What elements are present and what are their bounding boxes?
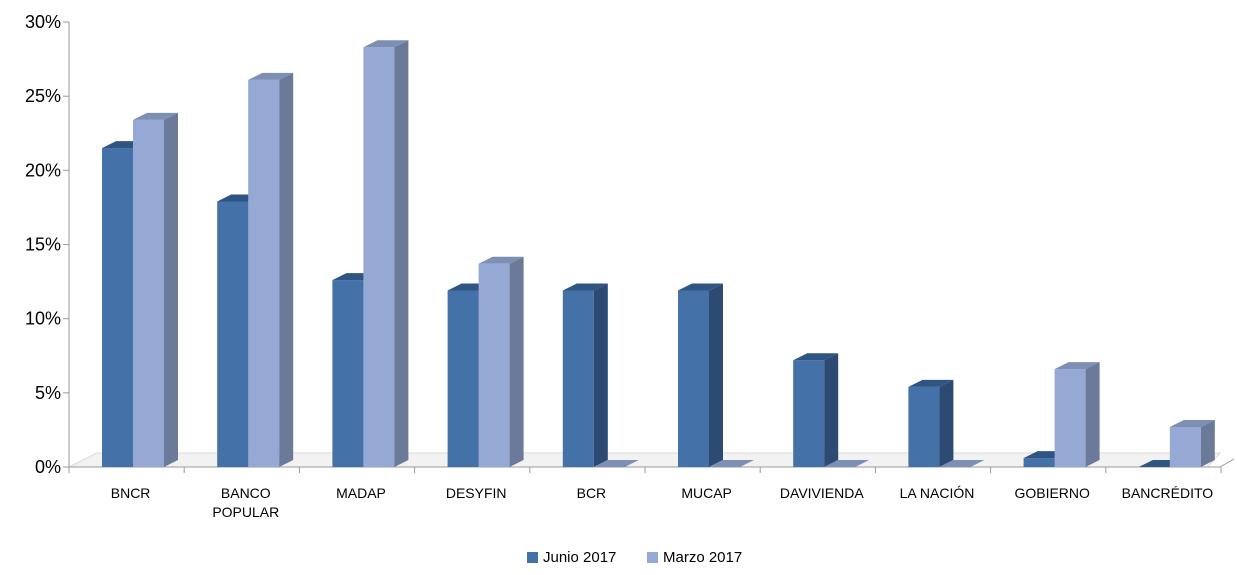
bar-marzo-1-top bbox=[248, 72, 294, 80]
bar-junio-5-front bbox=[678, 290, 709, 467]
bar-marzo-6-top bbox=[824, 460, 870, 467]
bar-marzo-0-top bbox=[133, 112, 178, 120]
bar-junio-6 bbox=[793, 353, 839, 467]
bar-marzo-2 bbox=[363, 40, 409, 467]
bar-marzo-2-front bbox=[363, 47, 395, 467]
x-category-label: BCR bbox=[577, 485, 607, 501]
bar-marzo-8-side bbox=[1085, 362, 1100, 467]
bar-marzo-7 bbox=[939, 460, 985, 467]
bar-junio-5-top bbox=[678, 283, 723, 291]
bar-junio-7-front bbox=[908, 386, 940, 467]
bar-junio-4-front bbox=[562, 290, 594, 467]
bar-marzo-9 bbox=[1169, 419, 1215, 467]
x-category-label: MUCAP bbox=[681, 485, 732, 501]
y-tick-label: 30% bbox=[25, 12, 61, 32]
bar-junio-6-top bbox=[793, 353, 839, 361]
legend-swatch bbox=[647, 552, 658, 563]
x-category-label: MADAP bbox=[336, 485, 386, 501]
bar-marzo-2-side bbox=[394, 40, 409, 467]
bar-marzo-9-top bbox=[1169, 419, 1215, 427]
bar-junio-1-front bbox=[217, 201, 249, 467]
bar-marzo-3-side bbox=[509, 256, 524, 467]
y-tick-label: 20% bbox=[25, 160, 61, 180]
bar-junio-7 bbox=[908, 379, 954, 467]
bar-marzo-7-top bbox=[939, 460, 985, 467]
y-tick-label: 25% bbox=[25, 86, 61, 106]
bar-marzo-0-front bbox=[133, 119, 164, 468]
bar-marzo-9-front bbox=[1169, 426, 1201, 467]
y-tick-label: 15% bbox=[25, 235, 61, 255]
bar-marzo-3-top bbox=[478, 256, 524, 264]
bar-marzo-1-side bbox=[279, 72, 294, 467]
bar-marzo-3 bbox=[478, 256, 524, 467]
bar-junio-5 bbox=[678, 283, 723, 467]
legend: Junio 2017 Marzo 2017 bbox=[527, 549, 742, 566]
y-tick-label: 10% bbox=[25, 309, 61, 329]
x-category-label: BNCR bbox=[111, 485, 151, 501]
y-tick-label: 0% bbox=[35, 457, 61, 477]
x-category-label: DAVIVIENDA bbox=[780, 485, 864, 501]
bar-junio-8-front bbox=[1023, 458, 1055, 467]
bar-marzo-0 bbox=[133, 112, 178, 468]
bar-marzo-1 bbox=[248, 72, 294, 467]
bar-marzo-5 bbox=[709, 460, 754, 467]
bar-junio-7-top bbox=[908, 379, 954, 387]
bar-marzo-8-front bbox=[1054, 369, 1086, 467]
bar-junio-5-side bbox=[709, 283, 723, 467]
bar-marzo-9-side bbox=[1200, 419, 1215, 467]
bar-junio-4-side bbox=[593, 283, 608, 467]
bar-junio-3-front bbox=[447, 290, 479, 467]
bar-marzo-0-side bbox=[164, 112, 178, 468]
bar-marzo-8 bbox=[1054, 362, 1100, 467]
x-category-label: BANCRÉDITO bbox=[1122, 485, 1214, 501]
bar-marzo-5-top bbox=[709, 460, 754, 467]
bar-junio-7-side bbox=[939, 379, 954, 467]
bar-junio-0-front bbox=[102, 148, 133, 468]
bar-marzo-4 bbox=[593, 460, 639, 467]
bar-marzo-3-front bbox=[478, 263, 510, 467]
bar-marzo-6 bbox=[824, 460, 870, 467]
labels: 0% 5% 10% 15% 20% 25% 30% BNCR BANCO POPULAR MADAP… bbox=[25, 12, 1213, 520]
bar-marzo-4-top bbox=[593, 460, 639, 467]
y-tick-label: 5% bbox=[35, 383, 61, 403]
bar-junio-4 bbox=[562, 283, 608, 467]
bar-junio-6-front bbox=[793, 360, 825, 467]
x-category-label: GOBIERNO bbox=[1014, 485, 1090, 501]
legend-swatch bbox=[527, 552, 538, 563]
x-category-label: LA NACIÓN bbox=[900, 485, 975, 501]
bar-marzo-2-top bbox=[363, 40, 409, 48]
x-category-label: DESYFIN bbox=[446, 485, 507, 501]
bar-junio-4-top bbox=[562, 283, 608, 291]
bar-marzo-8-top bbox=[1054, 362, 1100, 370]
legend-label: Junio 2017 bbox=[543, 549, 616, 566]
bar-marzo-1-front bbox=[248, 79, 280, 467]
bar-junio-6-side bbox=[824, 353, 839, 467]
bars bbox=[102, 40, 1215, 468]
x-axis-depth-edge bbox=[1219, 458, 1235, 468]
x-category-label: BANCO POPULAR bbox=[212, 485, 279, 520]
legend-label: Marzo 2017 bbox=[663, 549, 742, 566]
bar-junio-2-front bbox=[332, 280, 364, 467]
